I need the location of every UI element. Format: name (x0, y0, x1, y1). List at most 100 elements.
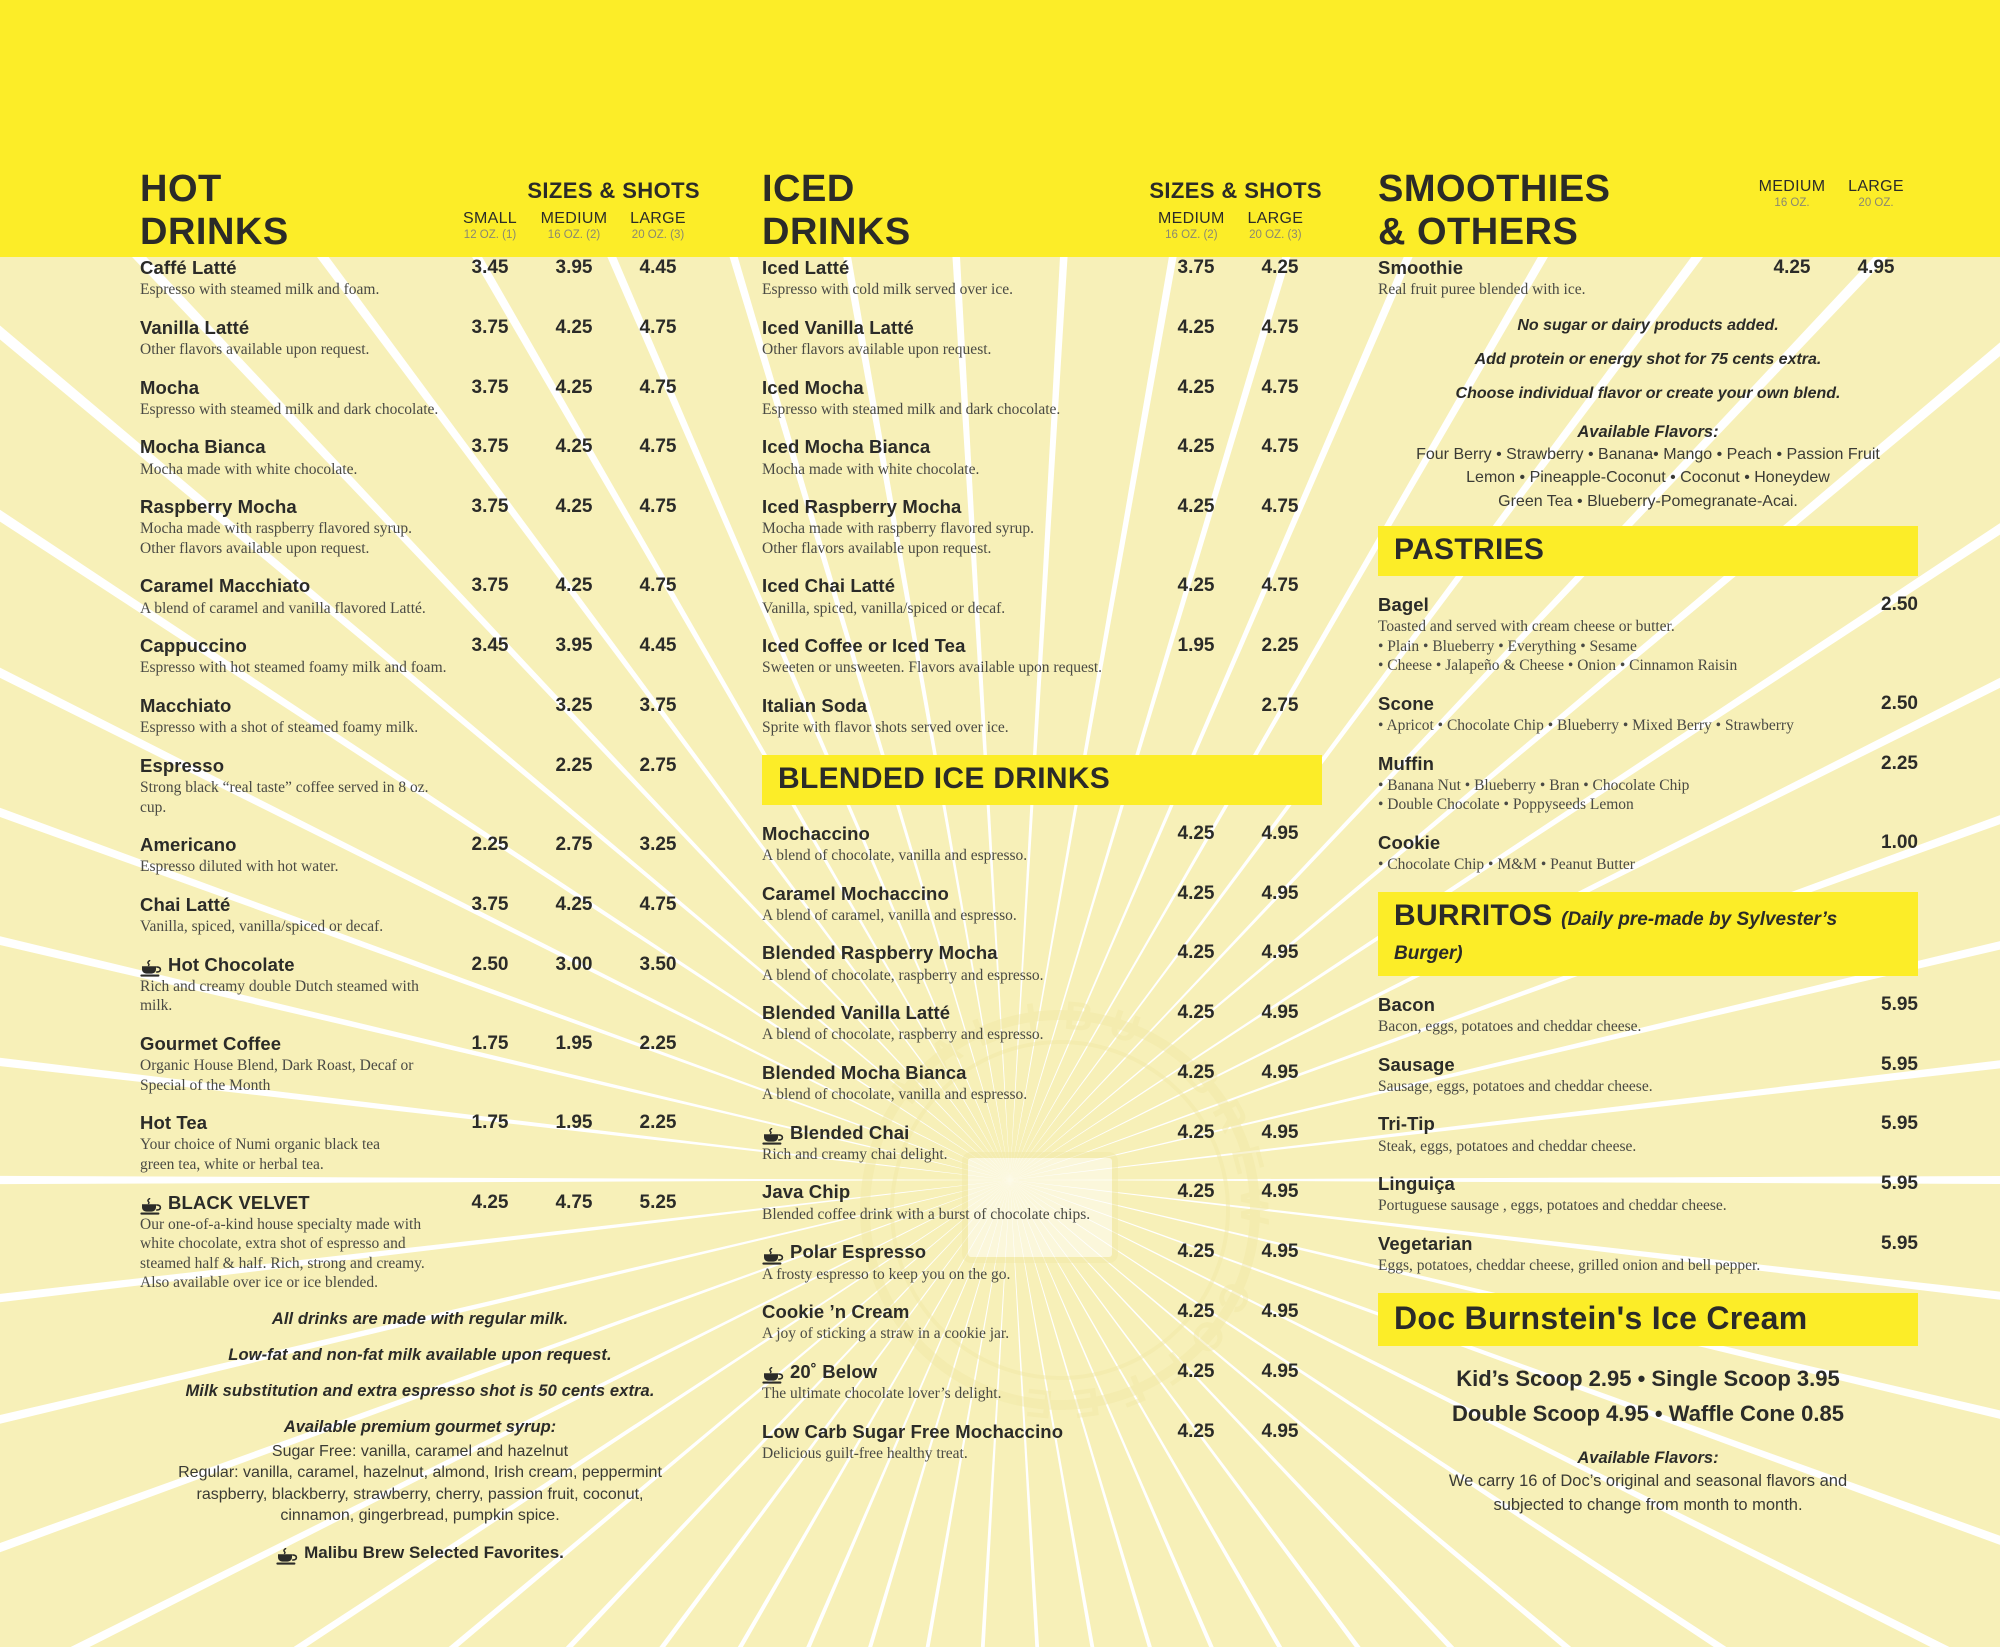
hot-drink-item: Gourmet Coffee Organic House Blend, Dark … (140, 1033, 700, 1095)
favorites-legend: Malibu Brew Selected Favorites. (140, 1543, 700, 1565)
menu-item-price: 4.75 (639, 316, 677, 338)
menu-item-prices: 2.25 2.75 3.25 (448, 834, 700, 856)
menu-item-description: A blend of chocolate, vanilla and espres… (762, 846, 1154, 866)
menu-item-price: 4.95 (1261, 1121, 1299, 1143)
menu-item-name-block: Polar Espresso A frosty espresso to keep … (762, 1241, 1154, 1284)
menu-item-prices: 4.25 4.95 (1750, 257, 1918, 279)
menu-item-name-block: Caffé Latté Espresso with steamed milk an… (140, 257, 448, 300)
menu-item-price: 3.75 (471, 496, 509, 518)
menu-item-price: 4.25 (1177, 376, 1215, 398)
hot-size-small-oz: 12 OZ. (1) (463, 229, 517, 241)
menu-item-description: Espresso with steamed milk and dark choc… (762, 400, 1154, 420)
menu-item-name: Sausage (1378, 1053, 1455, 1075)
menu-item-price: 3.50 (639, 953, 677, 975)
menu-item-price: 4.95 (1261, 882, 1299, 904)
menu-item-name: Mocha (140, 376, 200, 398)
menu-item-price: 3.45 (471, 257, 509, 278)
menu-item-name: BLACK VELVET (168, 1191, 310, 1213)
menu-item-price: 3.00 (555, 953, 593, 975)
menu-item-name-line: Vegetarian (1378, 1233, 1818, 1254)
blended-drink-item: Blended Raspberry Mocha A blend of chocol… (762, 942, 1322, 985)
ice-cream-price-line-0: Kid’s Scoop 2.95 • Single Scoop 3.95 (1456, 1365, 1840, 1391)
menu-item-price: 4.25 (555, 316, 593, 338)
blended-drink-item: Polar Espresso A frosty espresso to keep … (762, 1241, 1322, 1284)
menu-item-row: Bacon Bacon, eggs, potatoes and cheddar c… (1378, 994, 1918, 1037)
menu-item-name: Blended Raspberry Mocha (762, 942, 998, 964)
iced-drink-item: Iced Vanilla Latté Other flavors availabl… (762, 317, 1322, 360)
hot-size-small: SMALL 12 OZ. (1) (448, 210, 532, 241)
column-iced-drinks: ICED DRINKS SIZES & SHOTS MEDIUM 16 OZ. … (762, 0, 1322, 1480)
menu-item-name-block: Vanilla Latté Other flavors available upo… (140, 317, 448, 360)
menu-item-description-line: Real fruit puree blended with ice. (1378, 281, 1586, 299)
menu-item-prices: 3.75 4.25 4.75 (448, 496, 700, 518)
menu-item-description-line: • Cheese • Jalapeño & Cheese • Onion • C… (1378, 657, 1738, 675)
menu-item-name-block: Iced Raspberry Mocha Mocha made with rasp… (762, 496, 1154, 558)
menu-item-price: 2.25 (555, 754, 593, 776)
hot-size-medium-oz: 16 OZ. (2) (547, 229, 601, 241)
hot-size-large-name: LARGE (630, 210, 686, 227)
menu-item-description-line: The ultimate chocolate lover’s delight. (762, 1385, 1002, 1403)
burritos-banner: BURRITOS (Daily pre-made by Sylvester’s … (1378, 891, 1918, 976)
hot-drink-item: Raspberry Mocha Mocha made with raspberry… (140, 496, 700, 558)
menu-item-row: Italian Soda Sprite with flavor shots ser… (762, 695, 1322, 738)
menu-item-description: A blend of caramel, vanilla and espresso… (762, 906, 1154, 926)
menu-item-name-line: Sausage (1378, 1054, 1818, 1075)
menu-item-prices: 4.25 4.95 (1154, 1181, 1322, 1203)
menu-item-price: 2.50 (1881, 692, 1918, 714)
menu-item-row: Caramel Macchiato A blend of caramel and … (140, 575, 700, 618)
menu-item-name: Gourmet Coffee (140, 1032, 282, 1054)
menu-item-row: Cookie ’n Cream A joy of sticking a straw… (762, 1301, 1322, 1344)
menu-item-price: 4.75 (639, 893, 677, 915)
smoothie-note-2: Choose individual flavor or create your … (1455, 384, 1841, 402)
burrito-item: Tri-Tip Steak, eggs, potatoes and cheddar… (1378, 1113, 1918, 1156)
blended-drink-item: Blended Vanilla Latté A blend of chocolat… (762, 1002, 1322, 1045)
menu-item-description-line: • Plain • Blueberry • Everything • Sesam… (1378, 637, 1637, 655)
pastries-banner: PASTRIES (1378, 526, 1918, 577)
menu-item-name: Cookie (1378, 831, 1441, 853)
hot-size-large: LARGE 20 OZ. (3) (616, 210, 700, 241)
menu-item-description-line: • Banana Nut • Blueberry • Bran • Chocol… (1378, 776, 1690, 794)
menu-item-description: Mocha made with white chocolate. (140, 460, 448, 480)
menu-item-row: Iced Chai Latté Vanilla, spiced, vanilla/… (762, 575, 1322, 618)
menu-item-price: 4.25 (1177, 316, 1215, 338)
menu-item-name: Cappuccino (140, 635, 247, 657)
menu-item-description-line: Espresso diluted with hot water. (140, 858, 339, 876)
smoothie-flavors-heading: Available Flavors: (1577, 422, 1719, 441)
menu-item-name-block: Mocha Espresso with steamed milk and dark… (140, 377, 448, 420)
menu-item-description: Espresso with steamed milk and dark choc… (140, 400, 448, 420)
menu-item-row: Chai Latté Vanilla, spiced, vanilla/spice… (140, 894, 700, 937)
menu-item-name-line: Iced Latté (762, 257, 1154, 278)
menu-item-price: 4.45 (639, 257, 677, 278)
menu-item-row: Vanilla Latté Other flavors available upo… (140, 317, 700, 360)
blended-ice-drinks-banner: BLENDED ICE DRINKS (762, 754, 1322, 805)
smoothies-size-header: MEDIUM 16 OZ. LARGE 20 OZ. (1750, 178, 1918, 209)
menu-item-price: 1.95 (555, 1032, 593, 1054)
menu-item-name: Vegetarian (1378, 1232, 1473, 1254)
menu-item-name-block: Java Chip Blended coffee drink with a bur… (762, 1181, 1154, 1224)
menu-item-price: 4.25 (1177, 1360, 1215, 1382)
menu-item-price: 3.75 (471, 376, 509, 398)
menu-item-row: Mochaccino A blend of chocolate, vanilla … (762, 823, 1322, 866)
menu-item-description: Sweeten or unsweeten. Flavors available … (762, 658, 1154, 678)
menu-item-row: Vegetarian Eggs, potatoes, cheddar cheese… (1378, 1233, 1918, 1276)
menu-item-name-line: Cookie ’n Cream (762, 1301, 1154, 1322)
menu-item-description: Vanilla, spiced, vanilla/spiced or decaf… (762, 599, 1154, 619)
menu-item-name-line: Bagel (1378, 594, 1818, 615)
hot-drinks-title-line2: DRINKS (140, 210, 289, 253)
menu-item-row: Sausage Sausage, eggs, potatoes and chedd… (1378, 1054, 1918, 1097)
menu-item-prices: 1.00 (1818, 832, 1918, 854)
menu-item-name-line: Blended Chai (762, 1122, 1154, 1145)
menu-item-price: 4.25 (1261, 257, 1299, 278)
menu-item-description: Rich and creamy double Dutch steamed wit… (140, 977, 448, 1016)
menu-item-name-block: BLACK VELVET Our one-of-a-kind house spec… (140, 1192, 448, 1293)
menu-item-description: Portuguese sausage , eggs, potatoes and … (1378, 1196, 1818, 1216)
menu-item-name: Muffin (1378, 752, 1435, 774)
blended-drink-item: Cookie ’n Cream A joy of sticking a straw… (762, 1301, 1322, 1344)
iced-drinks-item-list: Iced Latté Espresso with cold milk served… (762, 257, 1322, 738)
menu-item-price: 5.25 (639, 1191, 677, 1213)
menu-item-price: 1.75 (471, 1032, 509, 1054)
menu-item-row: Java Chip Blended coffee drink with a bur… (762, 1181, 1322, 1224)
menu-item-name-block: Bacon Bacon, eggs, potatoes and cheddar c… (1378, 994, 1818, 1037)
menu-item-price: 2.25 (1881, 752, 1918, 774)
pastry-item: Scone • Apricot • Chocolate Chip • Bluebe… (1378, 693, 1918, 736)
